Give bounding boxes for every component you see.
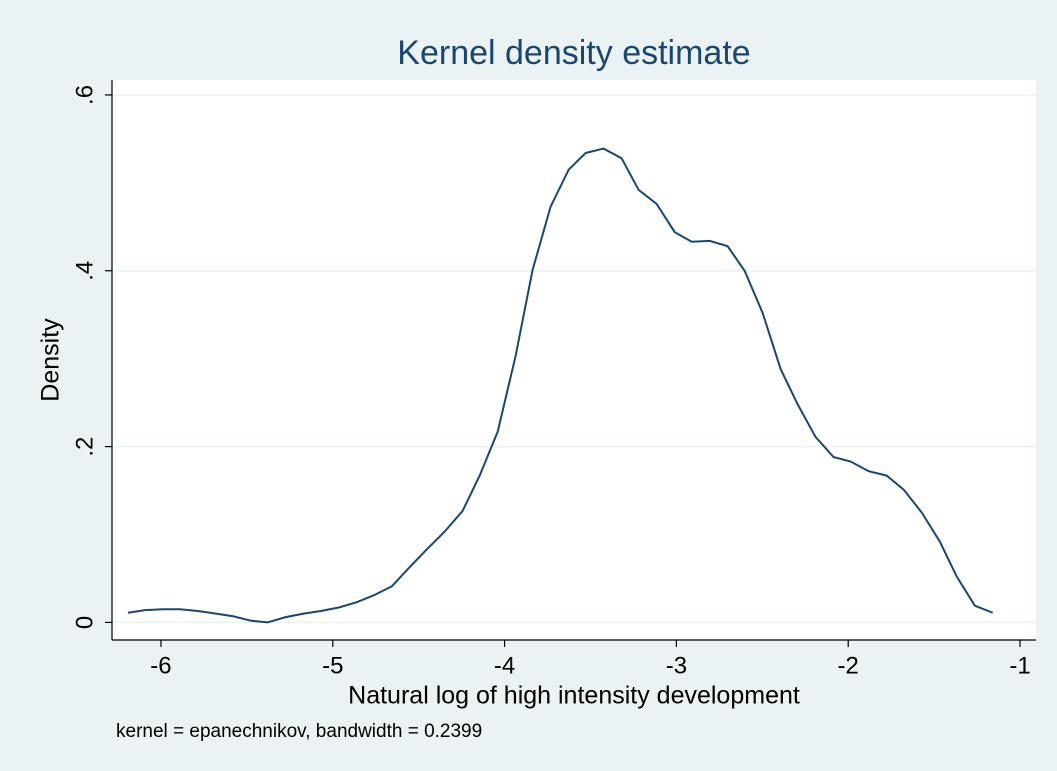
y-tick-label: 0 — [71, 616, 98, 629]
note: kernel = epanechnikov, bandwidth = 0.239… — [116, 721, 482, 742]
x-tick-label: -3 — [666, 652, 687, 679]
x-tick-label: -2 — [838, 652, 859, 679]
x-tick-label: -6 — [150, 652, 171, 679]
density-line — [127, 147, 994, 624]
plot-area — [112, 80, 1036, 640]
x-axis-label: Natural log of high intensity developmen… — [348, 682, 800, 710]
chart-title: Kernel density estimate — [397, 34, 750, 72]
x-tick-label: -4 — [494, 652, 515, 679]
y-tick-label: .6 — [71, 85, 98, 105]
x-tick-label: -5 — [322, 652, 343, 679]
y-axis-label: Density — [37, 318, 65, 402]
y-tick-label: .2 — [71, 437, 98, 457]
x-tick-label: -1 — [1009, 652, 1030, 679]
y-tick-label: .4 — [71, 261, 98, 281]
